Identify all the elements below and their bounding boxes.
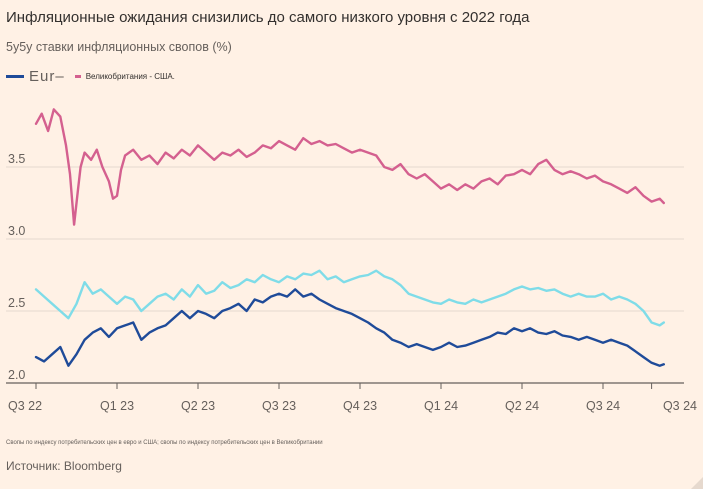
legend-label-uk: Великобритания - США.	[85, 71, 175, 81]
chart-source: Источник: Bloomberg	[6, 459, 122, 473]
legend-swatch-uk	[74, 74, 81, 78]
x-tick-label: Q3 24	[663, 399, 697, 413]
grid-layer	[6, 166, 684, 384]
series-layer	[34, 108, 665, 367]
legend-item-eur: Eur–	[6, 68, 65, 85]
y-tick-label: 2.5	[8, 296, 25, 310]
legend-item-uk: Великобритания - США.	[74, 71, 175, 81]
series-line-eur	[34, 288, 665, 367]
chart-title: Инфляционные ожидания снизились до самог…	[6, 9, 530, 26]
y-axis: 2.0 2.5 3.0 3.5	[8, 152, 25, 382]
x-tick-label: Q3 22	[8, 399, 42, 413]
x-tick-label: Q2 24	[505, 399, 539, 413]
legend-label-eur: Eur–	[29, 67, 65, 85]
y-tick-label: 2.0	[8, 368, 25, 382]
x-axis: Q3 22 Q1 23 Q2 23 Q3 23 Q4 23 Q1 24 Q2 24 Q3 24…	[8, 383, 697, 413]
x-tick-label: Q2 23	[181, 399, 215, 413]
chart-legend: Eur– Великобритания - США.	[6, 68, 185, 85]
legend-swatch-eur	[6, 74, 24, 78]
x-tick-label: Q3 23	[262, 399, 296, 413]
y-tick-label: 3.0	[8, 224, 25, 238]
x-tick-label: Q1 23	[100, 399, 134, 413]
x-tick-label: Q3 24	[586, 399, 620, 413]
chart-subtitle: 5у5у ставки инфляционных свопов (%)	[6, 40, 232, 54]
series-line-uk	[34, 108, 665, 226]
corner-fold	[691, 477, 703, 489]
x-tick-label: Q4 23	[343, 399, 377, 413]
chart-footnote: Свопы по индексу потребительских цен в е…	[6, 440, 323, 446]
series-line-us	[34, 269, 665, 327]
x-tick-label: Q1 24	[424, 399, 458, 413]
y-tick-label: 3.5	[8, 152, 25, 166]
